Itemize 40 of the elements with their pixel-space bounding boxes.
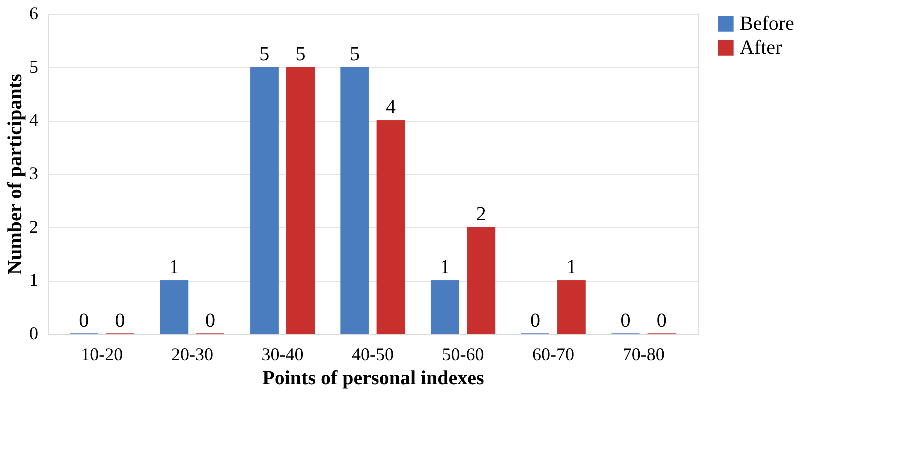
y-tick-label: 5	[30, 56, 38, 77]
data-label: 1	[440, 256, 450, 279]
bar	[160, 280, 189, 334]
x-tick-label: 50-60	[442, 344, 484, 364]
bar	[250, 67, 279, 334]
bar	[340, 67, 370, 334]
y-tick-label: 6	[30, 4, 38, 24]
data-label: 4	[386, 96, 396, 119]
data-label: 0	[115, 310, 126, 332]
x-tick-label: 20-30	[171, 344, 214, 364]
x-tick-label: 30-40	[262, 344, 304, 364]
x-tick-label: 70-80	[622, 344, 665, 364]
y-axis-title: Number of participants	[4, 74, 26, 275]
bar	[430, 280, 460, 334]
bar	[286, 67, 316, 334]
data-label: 5	[296, 43, 306, 66]
x-tick-label: 40-50	[352, 344, 394, 364]
x-axis-title: Points of personal indexes	[262, 368, 485, 390]
y-tick-label: 0	[30, 324, 38, 344]
data-label: 5	[350, 43, 360, 66]
y-tick-label: 1	[30, 270, 38, 290]
bar	[557, 280, 586, 334]
y-tick-label: 4	[30, 110, 38, 130]
data-label: 0	[656, 310, 667, 332]
x-tick-label: 10-20	[81, 344, 124, 364]
data-label: 0	[530, 310, 540, 332]
legend-label: Before	[740, 13, 795, 35]
bar	[467, 227, 496, 334]
y-tick-label: 3	[30, 164, 38, 184]
data-label: 5	[260, 43, 270, 66]
data-label: 0	[206, 310, 216, 332]
data-label: 1	[566, 256, 577, 279]
legend-label: After	[740, 37, 783, 59]
data-label: 2	[476, 203, 486, 226]
data-label: 0	[620, 310, 631, 332]
bar	[376, 120, 406, 334]
y-tick-label: 2	[30, 216, 38, 237]
data-label: 0	[79, 310, 90, 332]
data-label: 1	[169, 256, 180, 279]
x-tick-label: 60-70	[532, 344, 575, 364]
